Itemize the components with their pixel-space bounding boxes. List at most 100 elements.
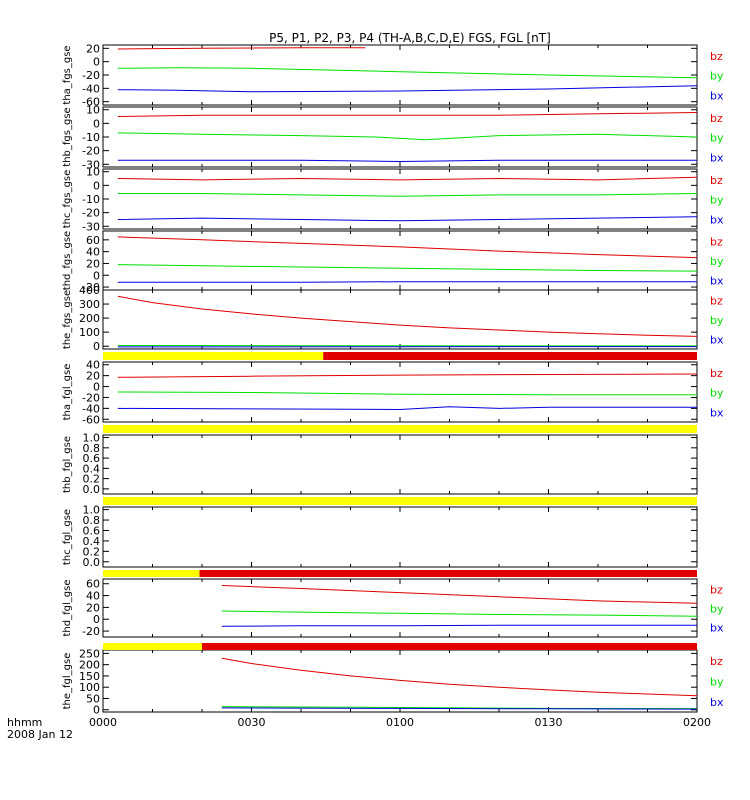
panel-frame (102, 434, 698, 495)
series-line-bz (221, 657, 698, 697)
legend-label-by: by (710, 603, 724, 616)
legend-label-bz: bz (710, 112, 723, 125)
series-line-bz (221, 585, 698, 604)
panel-frame (102, 106, 698, 168)
legend-label-by: by (710, 676, 724, 689)
series-line-by (117, 391, 697, 396)
y-tick-label: 300 (79, 298, 100, 311)
legend-label-bx: bx (710, 696, 724, 709)
series-line-by (221, 610, 698, 617)
y-tick-label: 60 (86, 234, 100, 247)
legend-label-bz: bz (710, 295, 723, 308)
y-tick-label: 0 (93, 269, 100, 282)
series-line-bz (117, 47, 366, 50)
series-line-by (117, 193, 698, 197)
status-bar-segment (103, 497, 697, 505)
series-line-bz (117, 236, 698, 259)
y-tick-label: 20 (86, 370, 100, 383)
legend-label-bx: bx (710, 622, 724, 635)
series-line-bx (117, 281, 697, 283)
series-line-bx (117, 85, 698, 93)
status-bar-segment (103, 570, 200, 577)
y-tick-label: -20 (82, 625, 100, 638)
panel-thb_fgl_gse: 1.00.80.60.40.20.0 thb_fgl_gse (62, 432, 698, 496)
legend-label-by: by (710, 387, 724, 400)
y-tick-label: -20 (82, 207, 100, 220)
y-tick-label: 10 (86, 104, 100, 117)
y-axis-label: thd_fgl_gse (62, 580, 73, 637)
y-tick-label: -10 (82, 193, 100, 206)
y-tick-label: 250 (79, 647, 100, 660)
legend-label-bz: bz (710, 236, 723, 249)
x-tick-label: 0100 (386, 716, 414, 729)
y-tick-label: -40 (82, 402, 100, 415)
y-tick-label: 100 (79, 326, 100, 339)
y-tick-label: 0.8 (83, 442, 101, 455)
x-tick-label: 0000 (89, 716, 117, 729)
legend-label-bz: bz (710, 174, 723, 187)
y-axis-label: tha_fgs_gse (62, 45, 73, 104)
y-tick-label: 0.8 (83, 514, 101, 527)
legend-label-bx: bx (710, 406, 724, 419)
panel-frame (102, 578, 698, 638)
panel-thc_fgl_gse: 1.00.80.60.40.20.0 thc_fgl_gse (62, 504, 698, 569)
y-axis-label: the_fgs_gse (62, 290, 73, 349)
status-bar-segment (202, 643, 697, 650)
y-tick-label: 0 (93, 56, 100, 69)
series-line-bx (117, 216, 698, 222)
status-bar-segment (323, 352, 697, 360)
y-tick-label: 10 (86, 166, 100, 179)
legend-label-by: by (710, 132, 724, 145)
series-line-bz (117, 112, 698, 117)
y-tick-label: 200 (79, 659, 100, 672)
legend-label-bz: bz (710, 655, 723, 668)
series-line-bx (117, 406, 697, 411)
series-line-bz (117, 295, 698, 337)
y-axis-label: thc_fgs_gse (62, 170, 73, 229)
y-axis-label: thd_fgs_gse (62, 231, 73, 290)
y-tick-label: 400 (79, 284, 100, 297)
x-tick-label: 0030 (238, 716, 266, 729)
y-tick-label: 0.0 (83, 483, 101, 496)
y-axis-label: thb_fgl_gse (62, 436, 73, 493)
status-bar-segment (199, 570, 697, 577)
y-tick-label: 0 (93, 381, 100, 394)
y-tick-label: 0.0 (83, 556, 101, 569)
x-tick-label: 0130 (535, 716, 563, 729)
y-tick-label: -40 (82, 82, 100, 95)
y-tick-label: 0 (93, 179, 100, 192)
y-axis-label: thc_fgl_gse (62, 509, 73, 565)
legend-label-by: by (710, 314, 724, 327)
y-tick-label: 50 (86, 692, 100, 705)
y-tick-label: -20 (82, 69, 100, 82)
y-tick-label: 0.6 (83, 452, 101, 465)
y-tick-label: 100 (79, 681, 100, 694)
y-tick-label: -60 (82, 96, 100, 109)
y-tick-label: 0.4 (83, 462, 101, 475)
y-tick-label: 0 (93, 117, 100, 130)
legend-label-by: by (710, 255, 724, 268)
y-tick-label: 0 (93, 613, 100, 626)
legend-label-bx: bx (710, 275, 724, 288)
y-axis-label: the_fgl_gse (62, 653, 73, 710)
y-tick-label: -20 (82, 145, 100, 158)
x-tick-label: 0200 (683, 716, 711, 729)
y-tick-label: -20 (82, 281, 100, 294)
y-tick-label: 200 (79, 312, 100, 325)
panel-frame (102, 44, 698, 106)
y-tick-label: 60 (86, 578, 100, 591)
panel-frame (102, 289, 698, 350)
panel-thb_fgs_gse: 100-10-20-30 thb_fgs_gse bz by bx (62, 104, 724, 172)
legend-label-bz: bz (710, 583, 723, 596)
legend-label-by: by (710, 194, 724, 207)
y-tick-label: -30 (82, 158, 100, 171)
y-tick-label: 0.2 (83, 545, 101, 558)
series-line-by (117, 264, 698, 272)
y-tick-label: 0.2 (83, 473, 101, 486)
legend-label-by: by (710, 70, 724, 83)
